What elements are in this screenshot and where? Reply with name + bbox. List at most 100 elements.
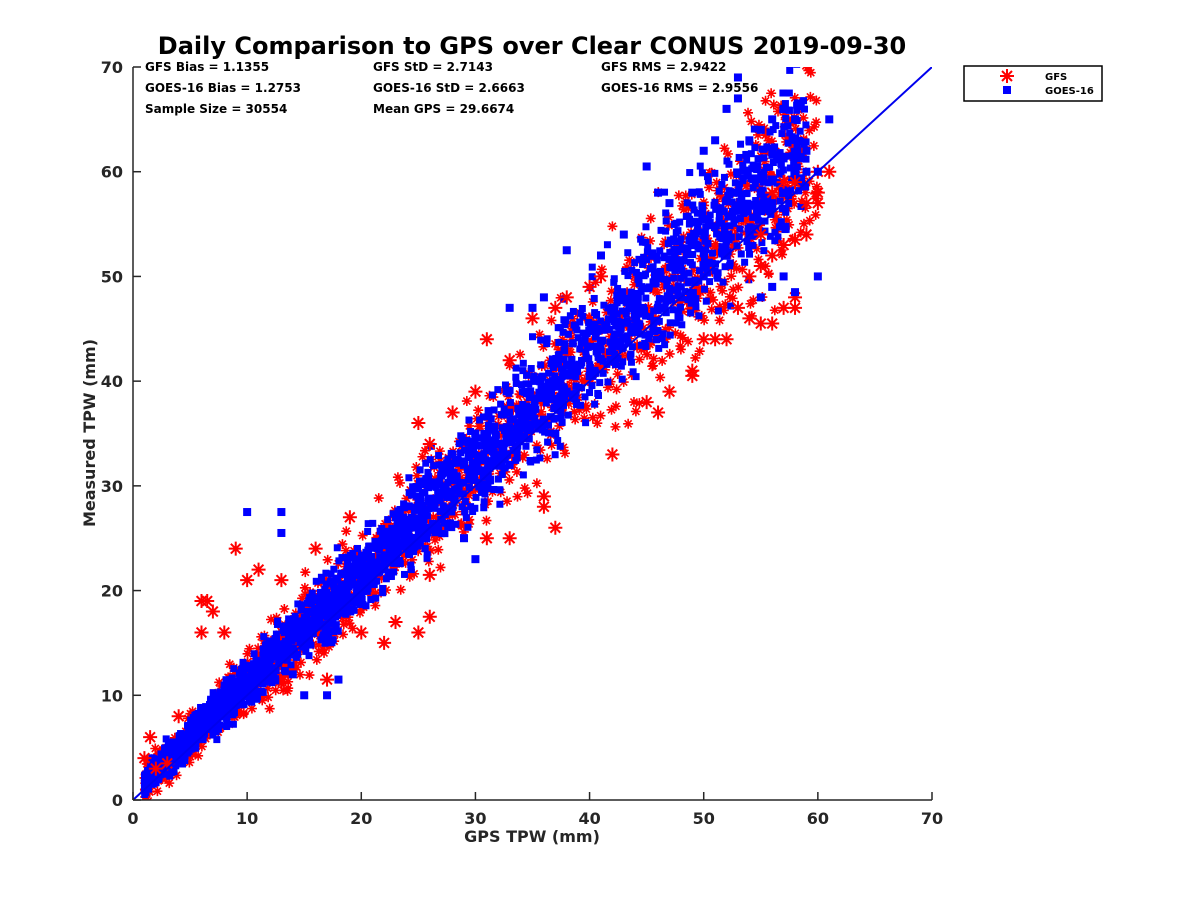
goes16-point xyxy=(470,468,478,476)
goes16-point xyxy=(170,768,178,776)
goes16-point xyxy=(213,713,221,721)
gfs-point xyxy=(753,119,764,130)
x-tick-label: 0 xyxy=(127,809,138,828)
goes16-point xyxy=(512,364,520,372)
goes16-point xyxy=(782,205,790,213)
goes16-point xyxy=(490,453,498,461)
goes16-point xyxy=(531,415,539,423)
goes16-point xyxy=(268,653,276,661)
goes16-point xyxy=(168,738,176,746)
gfs-point xyxy=(617,350,628,361)
goes16-point xyxy=(480,467,488,475)
goes16-point xyxy=(692,303,700,311)
goes16-point xyxy=(393,523,401,531)
x-tick-label: 70 xyxy=(921,809,943,828)
goes16-point xyxy=(485,413,493,421)
goes16-point xyxy=(581,393,589,401)
goes16-point xyxy=(659,330,667,338)
goes16-point xyxy=(613,299,621,307)
goes16-point xyxy=(287,661,295,669)
goes16-point xyxy=(527,426,535,434)
goes16-point xyxy=(331,599,339,607)
stat-goes-std: GOES-16 StD = 2.6663 xyxy=(373,81,525,95)
gfs-point xyxy=(660,334,671,345)
gfs-point xyxy=(788,290,803,305)
goes16-point xyxy=(385,528,393,536)
goes16-point xyxy=(653,336,661,344)
goes16-point xyxy=(666,331,674,339)
gfs-point xyxy=(731,263,742,274)
gfs-point xyxy=(445,405,460,420)
goes16-point xyxy=(192,742,200,750)
goes16-point xyxy=(513,448,521,456)
goes16-point xyxy=(194,709,202,717)
goes16-point xyxy=(704,177,712,185)
goes16-point xyxy=(506,399,514,407)
goes16-point xyxy=(379,589,387,597)
goes16-point xyxy=(484,421,492,429)
goes16-point xyxy=(582,348,590,356)
gfs-point xyxy=(737,264,748,275)
goes16-point xyxy=(467,427,475,435)
goes16-point xyxy=(393,547,401,555)
gfs-point xyxy=(611,384,622,395)
goes16-point xyxy=(162,744,170,752)
goes16-point xyxy=(611,351,619,359)
gfs-point xyxy=(624,255,635,266)
gfs-point xyxy=(579,376,590,387)
gfs-point xyxy=(266,614,277,625)
gfs-point xyxy=(662,384,677,399)
goes16-point xyxy=(576,318,584,326)
goes16-point xyxy=(202,703,210,711)
goes16-point xyxy=(646,265,654,273)
goes16-point xyxy=(802,167,811,176)
goes16-point xyxy=(551,372,559,380)
goes16-point xyxy=(211,709,219,717)
gfs-point xyxy=(771,212,782,223)
gfs-point xyxy=(511,466,522,477)
gfs-point xyxy=(205,604,220,619)
goes16-point xyxy=(412,519,420,527)
gfs-point xyxy=(557,334,568,345)
goes16-point xyxy=(467,503,475,511)
goes16-point xyxy=(164,741,172,749)
goes16-point xyxy=(387,536,395,544)
goes16-point xyxy=(383,542,391,550)
gfs-point xyxy=(753,254,764,265)
goes16-point xyxy=(533,419,541,427)
goes16-point xyxy=(266,666,274,674)
goes16-point xyxy=(742,150,750,158)
gfs-point xyxy=(648,353,659,364)
goes16-point xyxy=(702,246,710,254)
goes16-point xyxy=(422,459,430,467)
goes16-point xyxy=(349,576,357,584)
gfs-point xyxy=(171,709,186,724)
gfs-point xyxy=(725,169,736,180)
goes16-point xyxy=(596,336,604,344)
goes16-point xyxy=(760,145,768,153)
goes16-point xyxy=(672,319,680,327)
goes16-point xyxy=(569,307,577,315)
gfs-point xyxy=(502,353,517,368)
goes16-point xyxy=(653,256,661,264)
goes16-point xyxy=(678,266,686,274)
goes16-point xyxy=(405,522,413,530)
goes16-point xyxy=(480,450,488,458)
goes16-point xyxy=(552,404,560,412)
gfs-point xyxy=(171,770,182,781)
goes16-point xyxy=(519,400,527,408)
gfs-point xyxy=(411,470,422,481)
goes16-point xyxy=(721,263,729,271)
goes16-point xyxy=(666,284,674,292)
goes16-point xyxy=(545,381,553,389)
goes16-point xyxy=(480,498,488,506)
goes16-point xyxy=(617,362,625,370)
gfs-point xyxy=(338,619,349,630)
goes16-point xyxy=(479,456,487,464)
goes16-point xyxy=(497,411,505,419)
goes16-point xyxy=(574,368,582,376)
goes16-point xyxy=(736,225,744,233)
goes16-point xyxy=(702,297,710,305)
goes16-point xyxy=(223,723,231,731)
goes16-point xyxy=(756,188,765,197)
